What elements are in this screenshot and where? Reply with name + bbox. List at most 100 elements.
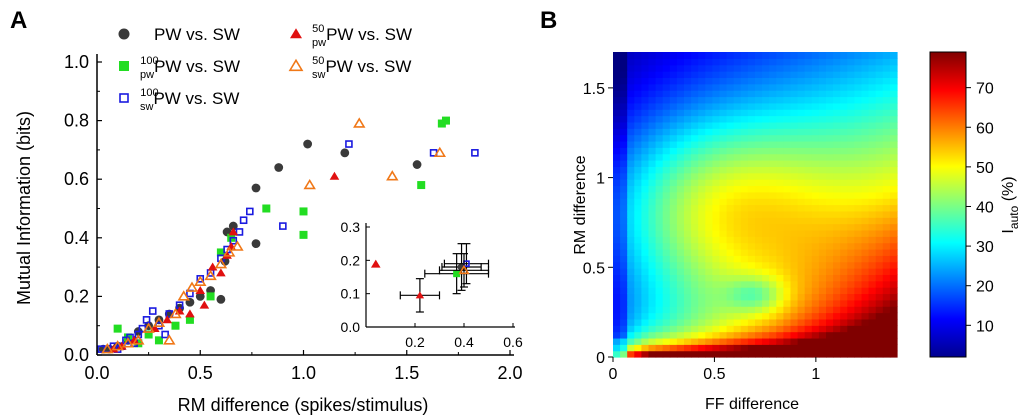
heatmap-cell [818,64,827,72]
heatmap-cell [833,153,841,161]
heatmap-cell [811,83,820,91]
heatmap-cell [755,217,763,225]
heatmap-cell [840,140,848,148]
heatmap-cell [776,191,784,199]
heatmap-cell [882,306,891,314]
heatmap-cell [811,274,820,282]
heatmap-cell [804,248,813,256]
heatmap-cell [826,268,834,275]
heatmap-cell [705,64,713,72]
heatmap-cell [811,318,820,326]
heatmap-cell [818,128,827,136]
heatmap-cell [620,344,628,352]
heatmap-cell [669,179,678,187]
data-point-series-1 [437,119,446,128]
heatmap-cell [613,115,621,123]
heatmap-cell [826,236,834,244]
heatmap-cell [847,293,855,301]
heatmap-cell [875,229,884,237]
heatmap-cell [875,268,884,275]
heatmap-cell [804,172,813,180]
heatmap-cell [691,274,699,282]
data-point-series-3 [216,268,226,277]
heatmap-cell [811,198,820,206]
heatmap-cell [676,287,685,295]
heatmap-cell [882,185,891,193]
heatmap-cell [733,312,742,320]
heatmap-cell [861,52,870,59]
heatmap-cell [769,306,777,314]
heatmap-cell [882,198,891,206]
heatmap-cell [698,179,706,187]
heatmap-cell [669,83,678,91]
heatmap-cell [875,223,884,231]
heatmap-cell [804,58,813,66]
heatmap-cell [797,128,806,136]
heatmap-cell [747,337,756,345]
heatmap-cell [854,153,863,161]
heatmap-cell [655,287,664,295]
heatmap-cell [811,229,820,237]
heatmap-cell [861,115,870,123]
heatmap-cell [712,191,721,199]
heatmap-cell [797,52,806,59]
heatmap-cell [889,191,898,199]
heatmap-cell [861,185,870,193]
heatmap-cell [655,185,664,193]
heatmap-cell [882,287,891,295]
heatmap-cell [627,337,635,345]
heatmap-cell [889,160,898,167]
heatmap-cell [662,134,671,142]
heatmap-cell [740,153,749,161]
heatmap-cell [655,204,664,212]
heatmap-cell [669,172,678,180]
heatmap-cell [755,223,763,231]
heatmap-cell [762,236,770,244]
heatmap-cell [698,115,706,123]
heatmap-cell [691,172,699,180]
heatmap-cell [755,147,763,155]
heatmap-cell [641,160,650,167]
legend-sup: 100 [140,87,158,99]
heatmap-cell [804,229,813,237]
heatmap-cell [740,179,749,187]
heatmap-cell [811,172,820,180]
heatmap-cell [613,58,621,66]
heatmap-cell [740,331,749,339]
heatmap-cell [762,331,770,339]
heatmap-cell [790,274,799,282]
heatmap-cell [826,134,834,142]
heatmap-cell [769,331,777,339]
heatmap-cell [783,109,792,117]
heatmap-cell [698,147,706,155]
heatmap-cell [627,274,635,282]
heatmap-cell [627,71,635,79]
heatmap-cell [882,102,891,110]
heatmap-cell [620,236,628,244]
heatmap-cell [747,115,756,123]
heatmap-cell [833,287,841,295]
heatmap-cell [861,350,870,358]
heatmap-cell [691,344,699,352]
heatmap-cell [712,337,721,345]
heatmap-cell [882,280,891,288]
heatmap-cell [726,160,735,167]
heatmap-cell [669,223,678,231]
heatmap-cell [868,198,877,206]
heatmap-cell [833,248,841,256]
heatmap-cell [684,350,692,358]
heatmap-cell [648,287,657,295]
heatmap-cell [868,96,877,104]
heatmap-cell [818,115,827,123]
heatmap-cell [740,160,749,167]
heatmap-cell [719,210,728,218]
heatmap-cell [627,90,635,98]
heatmap-cell [684,166,692,174]
heatmap-cell [648,350,657,358]
heatmap-cell [698,210,706,218]
heatmap-cell [641,229,650,237]
heatmap-cell [641,299,650,307]
heatmap-cell [762,83,770,91]
heatmap-cell [840,160,848,167]
heatmap-cell [804,134,813,142]
